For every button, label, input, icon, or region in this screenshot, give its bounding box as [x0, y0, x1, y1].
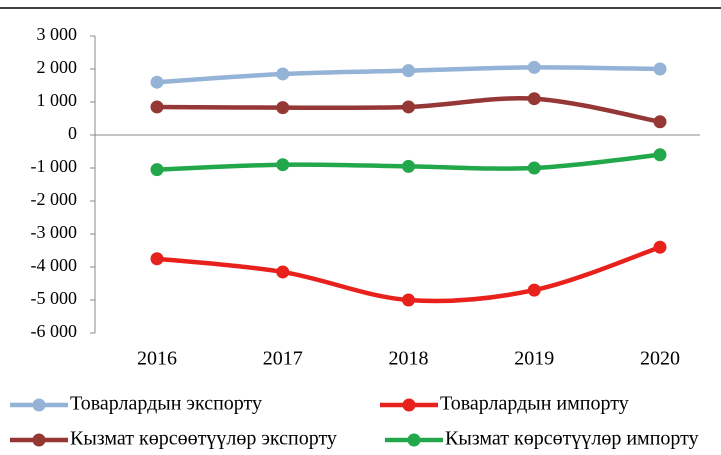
legend-marker: [32, 433, 46, 447]
x-tick-label: 2016: [137, 348, 177, 370]
point: [527, 60, 541, 74]
series-line: [156, 245, 661, 304]
y-tick-label: -4 000: [31, 255, 78, 275]
legend-label: Кызмат көрсөөтүүлөр экспорту: [70, 428, 337, 450]
y-tick-label: -3 000: [31, 222, 78, 242]
point: [402, 64, 415, 78]
legend-marker: [407, 433, 421, 447]
x-tick-label: 2018: [389, 348, 429, 370]
x-tick-label: 2019: [514, 348, 554, 370]
legend-marker: [32, 398, 46, 412]
point: [527, 92, 541, 106]
y-tick-label: 0: [68, 123, 77, 143]
y-tick-label: -5 000: [31, 288, 78, 308]
y-tick-label: 1 000: [37, 90, 78, 110]
y-tick-label: -2 000: [31, 189, 78, 209]
y-tick-label: -1 000: [31, 156, 78, 176]
point: [402, 100, 415, 114]
point: [402, 293, 415, 307]
legend-label: Кызмат көрсөтүүлөр импорту: [445, 428, 699, 450]
point: [653, 148, 667, 162]
point: [402, 159, 415, 173]
x-tick-label: 2020: [640, 348, 680, 370]
x-tick-label: 2017: [263, 348, 303, 370]
y-tick-label: 2 000: [37, 57, 78, 77]
point: [150, 75, 164, 89]
legend-label: Товарлардын импорту: [440, 393, 629, 415]
point: [653, 115, 667, 129]
point: [276, 158, 290, 172]
point: [653, 62, 667, 76]
y-tick-label: 3 000: [37, 24, 78, 44]
point: [150, 252, 164, 266]
point: [276, 265, 290, 279]
point: [150, 100, 164, 114]
point: [527, 161, 541, 175]
point: [653, 240, 667, 254]
point: [276, 101, 290, 115]
point: [276, 67, 290, 81]
legend-label: Товарлардын экспорту: [70, 393, 262, 415]
legend-marker: [402, 398, 416, 412]
point: [527, 283, 541, 297]
y-tick-label: -6 000: [31, 321, 78, 341]
point: [150, 163, 164, 177]
